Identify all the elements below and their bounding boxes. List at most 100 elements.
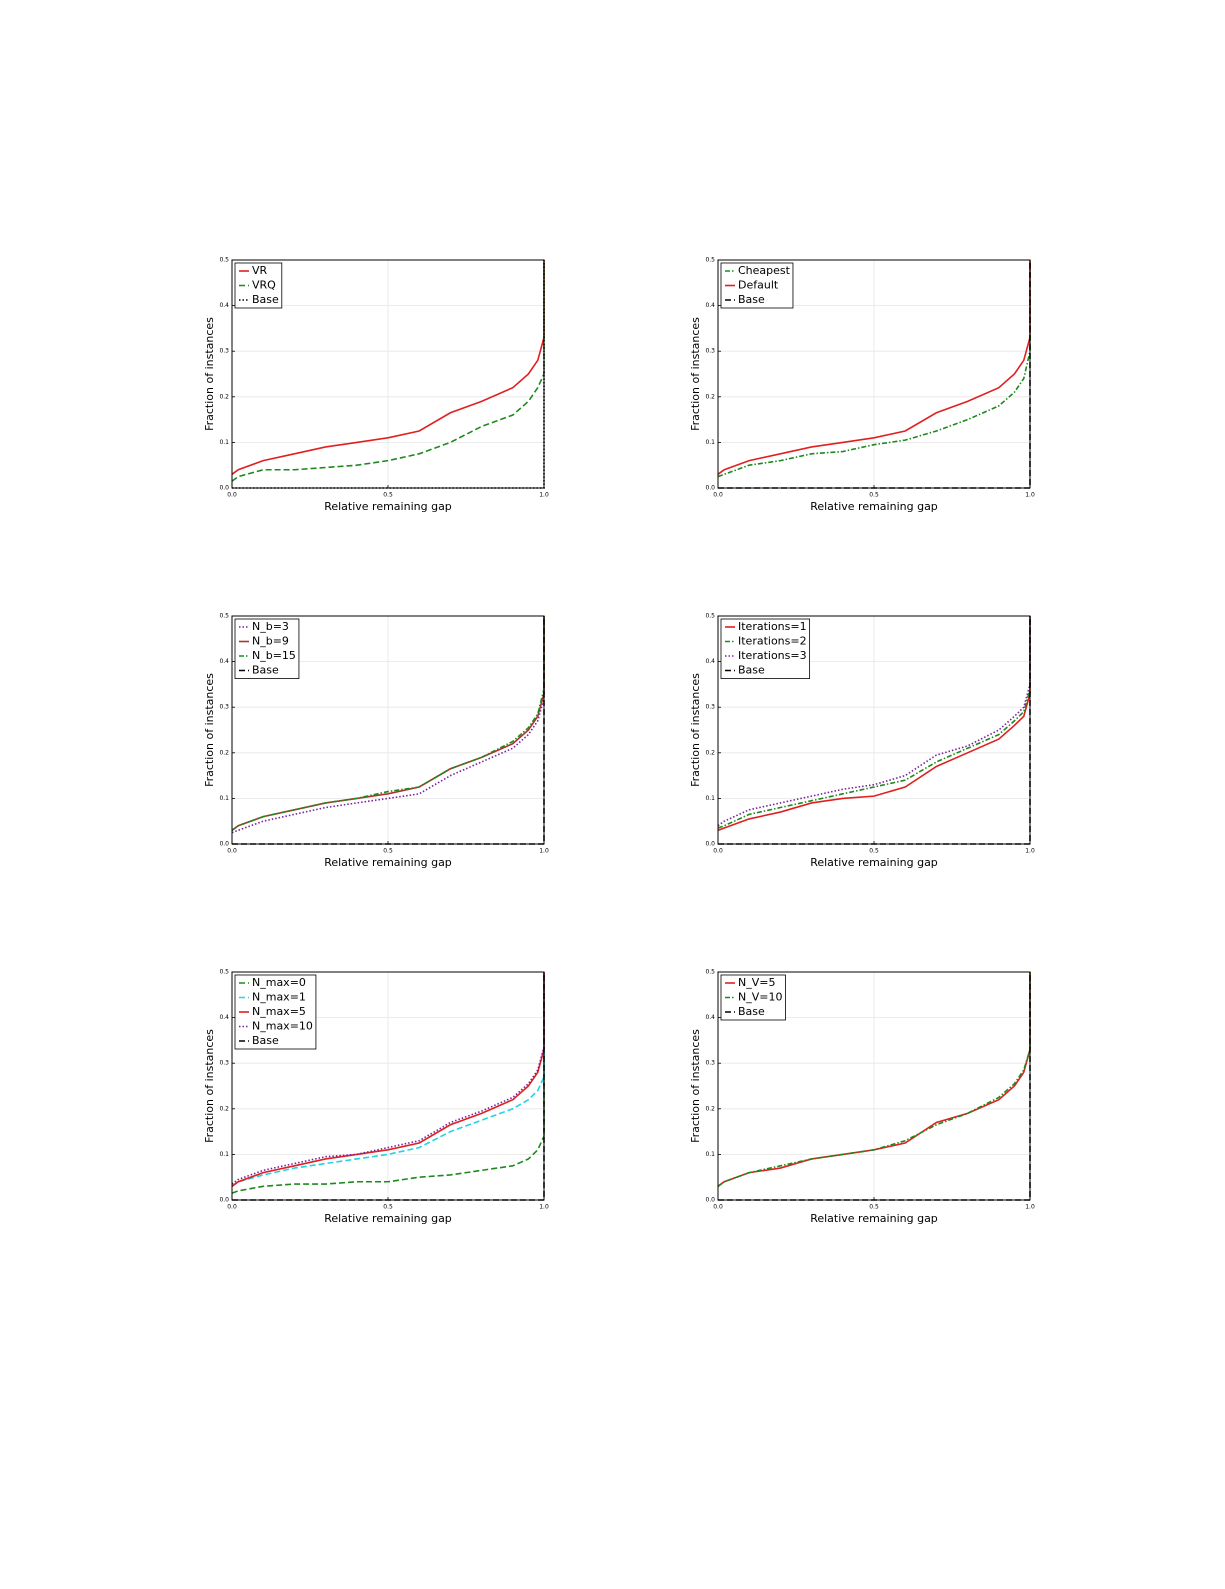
x-tick-label: 0.0 [227,492,237,499]
y-tick-label: 0.3 [705,1060,715,1067]
x-tick-label: 0.0 [227,1204,237,1211]
chart: 0.0 0.1 0.2 0.3 0.4 0.5 0.0 0.5 1.0 Relative rema… [689,969,1035,1226]
chart: 0.0 0.1 0.2 0.3 0.4 0.5 0.0 0.5 1.0 Relative rema… [689,257,1035,514]
y-tick-label: 0.4 [705,302,715,309]
data-line [231,260,545,482]
legend-box [720,618,811,679]
legend-label: Base [252,1034,279,1047]
y-tick-label: 0.0 [219,485,229,492]
y-tick-label: 0.2 [705,749,715,756]
y-tick-label: 0.2 [705,1105,715,1112]
x-tick-label: 0.5 [383,848,393,855]
chart: 0.0 0.1 0.2 0.3 0.4 0.5 0.0 0.5 1.0 Relative rema… [203,969,549,1226]
x-tick-label: 1.0 [539,492,549,499]
legend-label: VR [252,264,268,277]
y-tick-label: 0.5 [705,613,715,620]
y-tick-label: 0.1 [705,1151,715,1158]
plot-frame [717,615,1031,845]
x-tick-label: 1.0 [1025,848,1035,855]
data-line [231,616,545,831]
x-tick-label: 0.5 [869,1204,879,1211]
legend-label: Default [738,279,779,292]
legend-label: Iterations=1 [738,620,807,633]
data-line [717,972,1031,1187]
y-tick-label: 0.1 [705,439,715,446]
legend-label: Iterations=2 [738,635,807,648]
x-tick-label: 0.5 [383,1204,393,1211]
y-axis-label: Fraction of instances [203,673,216,787]
plot-frame [717,971,1031,1201]
x-tick-label: 0.0 [227,848,237,855]
chart: 0.0 0.1 0.2 0.3 0.4 0.5 0.0 0.5 1.0 Relative rema… [689,613,1035,870]
y-tick-label: 0.4 [705,1014,715,1021]
x-tick-label: 1.0 [1025,1204,1035,1211]
y-tick-label: 0.3 [705,704,715,711]
y-tick-label: 0.5 [705,969,715,976]
legend-label: N_max=10 [252,1020,313,1033]
legend-label: Cheapest [738,264,791,277]
data-line [717,616,1031,832]
x-axis-label: Relative remaining gap [810,1212,938,1225]
legend: N_b=3 N_b=9N_b=15 Base [234,618,300,679]
y-axis-label: Fraction of instances [689,673,702,787]
y-tick-label: 0.0 [705,1197,715,1204]
y-tick-label: 0.4 [219,302,229,309]
y-tick-label: 0.0 [219,841,229,848]
x-tick-label: 0.5 [383,492,393,499]
x-axis-label: Relative remaining gap [324,500,452,513]
y-tick-label: 0.4 [219,658,229,665]
x-axis-label: Relative remaining gap [324,1212,452,1225]
y-tick-label: 0.0 [705,485,715,492]
x-tick-label: 0.0 [713,492,723,499]
legend-label: Base [252,664,279,677]
x-axis-label: Relative remaining gap [810,856,938,869]
x-tick-label: 1.0 [1025,492,1035,499]
y-tick-label: 0.3 [219,348,229,355]
legend-box [234,974,317,1050]
y-tick-label: 0.1 [219,1151,229,1158]
plot-frame [717,259,1031,489]
legend-label: Iterations=3 [738,649,807,662]
data-line [231,972,545,1194]
legend-label: VRQ [252,279,276,292]
legend-label: N_b=9 [252,635,289,648]
y-tick-label: 0.2 [219,749,229,756]
data-line [717,260,1031,478]
legend-label: N_max=1 [252,991,306,1004]
legend-label: N_b=3 [252,620,289,633]
chart: 0.0 0.1 0.2 0.3 0.4 0.5 0.0 0.5 1.0 Relative rema… [203,613,549,870]
data-line [717,260,1031,475]
y-tick-label: 0.3 [705,348,715,355]
legend-label: Base [738,1005,765,1018]
y-tick-label: 0.1 [705,795,715,802]
x-tick-label: 0.5 [869,492,879,499]
y-tick-label: 0.0 [705,841,715,848]
legend-label: Base [738,293,765,306]
legend-label: N_max=0 [252,976,306,989]
y-tick-label: 0.1 [219,795,229,802]
y-tick-label: 0.5 [219,969,229,976]
y-tick-label: 0.2 [219,1105,229,1112]
y-tick-label: 0.0 [219,1197,229,1204]
y-tick-label: 0.2 [219,393,229,400]
x-tick-label: 1.0 [539,1204,549,1211]
y-axis-label: Fraction of instances [203,317,216,431]
plot-frame [231,971,545,1201]
data-line [231,972,545,1187]
legend-label: Base [738,664,765,677]
data-line [231,260,545,475]
y-tick-label: 0.5 [705,257,715,264]
y-tick-label: 0.1 [219,439,229,446]
legend-label: Base [252,293,279,306]
legend-label: N_max=5 [252,1005,306,1018]
y-tick-label: 0.4 [219,1014,229,1021]
data-line [231,972,545,1185]
chart: 0.0 0.1 0.2 0.3 0.4 0.5 0.0 0.5 1.0 Relative rema… [203,257,549,514]
y-tick-label: 0.3 [219,704,229,711]
